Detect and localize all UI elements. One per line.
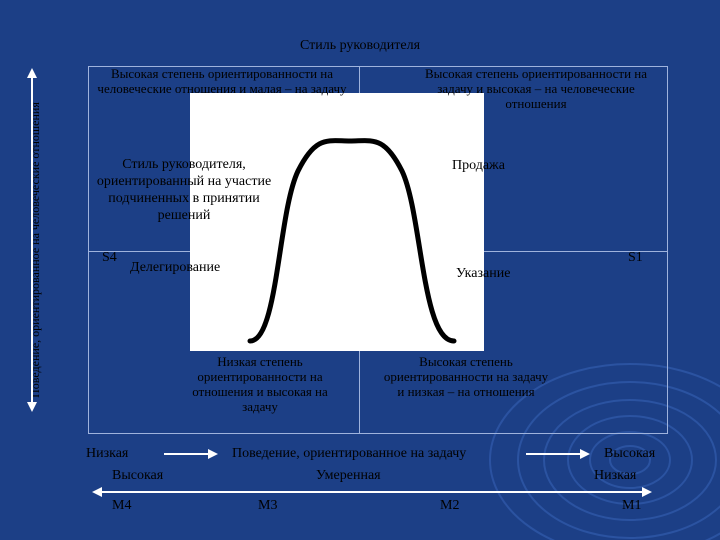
style-participation: Стиль руководителя, ориентированный на у…	[96, 157, 272, 223]
maturity-level-m1: M1	[622, 498, 642, 513]
bell-curve	[247, 138, 457, 344]
task-axis-low: Низкая	[86, 446, 129, 461]
task-axis-label: Поведение, ориентированное на задачу	[232, 446, 467, 461]
style-selling: Продажа	[452, 158, 505, 173]
maturity-low: Низкая	[594, 468, 637, 483]
situational-curve-panel	[190, 93, 484, 351]
quadrant-top-left-text: Высокая степень ориентированности на чел…	[97, 66, 347, 96]
maturity-level-m2: M2	[440, 498, 460, 513]
task-axis-left-arrow	[164, 449, 218, 459]
maturity-double-arrow	[92, 487, 652, 497]
style-delegating: Делегирование	[130, 260, 221, 275]
quadrant-bottom-left-text: Низкая степень ориентированности на отно…	[192, 354, 328, 414]
quadrant-bottom-right-text: Высокая степень ориентированности на зад…	[383, 354, 549, 399]
background-swirl-decoration	[489, 363, 720, 540]
quadrant-top-right-text: Высокая степень ориентированности на зад…	[424, 66, 648, 111]
style-s4-label: S4	[102, 250, 117, 265]
style-s1-label: S1	[628, 250, 643, 265]
diagram-title: Стиль руководителя	[299, 38, 421, 53]
style-telling: Указание	[456, 266, 511, 281]
task-axis-right-arrow	[526, 449, 590, 459]
maturity-level-m4: M4	[112, 498, 132, 513]
vertical-double-arrow	[27, 68, 37, 412]
maturity-moderate: Умеренная	[316, 468, 381, 483]
maturity-level-m3: M3	[258, 498, 278, 513]
maturity-high: Высокая	[112, 468, 164, 483]
task-axis-high: Высокая	[604, 446, 656, 461]
